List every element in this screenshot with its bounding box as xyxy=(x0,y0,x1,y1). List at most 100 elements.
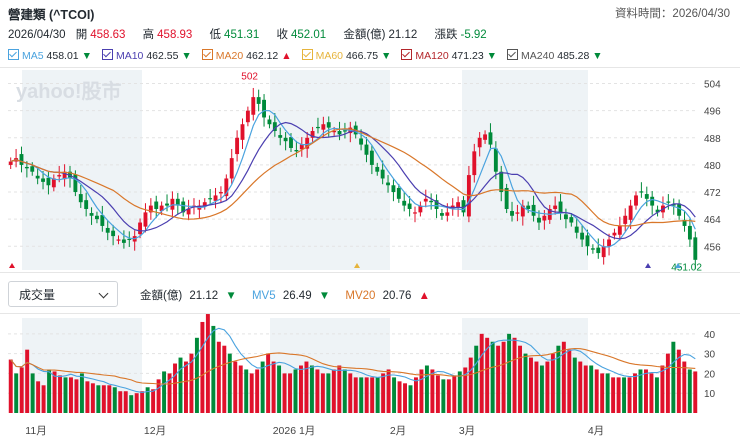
candle-body xyxy=(208,198,213,200)
volume-bar xyxy=(25,349,30,413)
candle-body xyxy=(574,226,579,233)
ma-legend-item[interactable]: MA20 462.12 ▲ xyxy=(201,49,292,62)
candle-body xyxy=(19,154,24,165)
candle-body xyxy=(440,213,444,216)
candle-body xyxy=(84,200,89,209)
volume-bar xyxy=(52,371,57,413)
checkbox-icon[interactable] xyxy=(401,49,413,60)
volume-bar xyxy=(364,377,369,413)
quote-high: 高 458.93 xyxy=(143,29,200,41)
candle-body xyxy=(623,215,628,224)
volume-bar xyxy=(200,321,205,413)
volume-bar xyxy=(337,365,342,413)
volume-bar xyxy=(151,389,156,413)
volume-bar xyxy=(129,395,134,413)
low-label: 低 xyxy=(209,29,222,41)
amount-label: 金額(億) xyxy=(343,29,386,41)
volume-bar xyxy=(529,357,533,413)
volume-bar xyxy=(58,375,62,413)
volume-bar xyxy=(90,383,95,413)
candle-body xyxy=(375,166,380,172)
ma-name: MA20 xyxy=(215,50,247,62)
candle-body xyxy=(326,122,331,128)
volume-bar xyxy=(227,353,232,413)
candle-body xyxy=(650,196,655,206)
checkbox-icon[interactable] xyxy=(8,49,19,60)
volume-bar xyxy=(414,377,418,413)
volume-bar xyxy=(348,373,353,413)
volume-bar xyxy=(463,367,468,413)
divider xyxy=(0,272,740,273)
vol-amount-arrow: ▼ xyxy=(225,290,237,302)
volume-bar xyxy=(47,369,52,413)
event-marker-icon xyxy=(645,263,651,268)
volume-bar xyxy=(118,391,123,413)
month-shade xyxy=(22,70,142,270)
volume-bar xyxy=(693,371,698,413)
candle-body xyxy=(256,97,261,104)
checkbox-icon[interactable] xyxy=(101,49,113,60)
ma-legend-item[interactable]: MA60 466.75 ▼ xyxy=(301,49,391,62)
candle-body xyxy=(342,130,347,132)
checkbox-icon[interactable] xyxy=(201,49,213,60)
y-tick-label: 20 xyxy=(704,369,716,380)
candle-body xyxy=(520,205,525,217)
volume-bar xyxy=(616,377,621,413)
checkbox-icon[interactable] xyxy=(301,49,313,60)
volume-bar xyxy=(178,357,183,413)
volume-bar xyxy=(654,377,659,413)
candle-body xyxy=(51,178,56,188)
ma-legend-item[interactable]: MA10 462.55 ▼ xyxy=(101,49,192,62)
volume-bar xyxy=(19,367,24,413)
candle-body xyxy=(682,219,687,226)
candle-body xyxy=(127,238,132,241)
volume-bar xyxy=(611,377,616,413)
candle-body xyxy=(251,97,256,115)
volume-bar xyxy=(101,385,106,413)
ma-legend-item[interactable]: MA240 485.28 ▼ xyxy=(507,49,603,62)
dropdown-label: 成交量 xyxy=(19,288,56,302)
candle-body xyxy=(95,215,99,220)
volume-bar xyxy=(457,371,462,413)
candle-body xyxy=(73,174,78,193)
candle-body xyxy=(224,178,229,197)
high-annotation: 502 xyxy=(241,72,258,83)
x-tick-label: 2026 1月 xyxy=(273,425,316,437)
volume-bar xyxy=(320,373,325,413)
watermark-logo: yahoo!股市 xyxy=(16,79,122,103)
mv5-arrow: ▼ xyxy=(318,290,331,302)
volume-bar xyxy=(687,369,692,413)
x-tick-label: 3月 xyxy=(459,425,475,437)
volume-bar xyxy=(189,353,194,413)
low-value: 451.31 xyxy=(224,29,260,41)
volume-bar xyxy=(408,385,413,413)
volume-bar xyxy=(512,337,517,413)
volume-bar xyxy=(205,314,210,413)
indicator-dropdown[interactable]: 成交量 xyxy=(8,281,118,307)
ma-value: 466.75 xyxy=(345,50,381,62)
checkbox-icon[interactable] xyxy=(507,49,519,60)
ma-name: MA5 xyxy=(22,50,47,62)
low-annotation: 451.02 xyxy=(671,262,702,273)
ma-legend-item[interactable]: MA5 458.01 ▼ xyxy=(8,49,92,62)
volume-bar xyxy=(359,377,364,413)
volume-bar xyxy=(167,373,172,413)
volume-bar xyxy=(309,365,314,413)
volume-bar xyxy=(622,377,627,413)
candle-body xyxy=(35,175,40,179)
volume-bar xyxy=(326,373,331,413)
volume-bar xyxy=(304,361,309,413)
ma-legend-item[interactable]: MA120 471.23 ▼ xyxy=(401,49,497,62)
candle-body xyxy=(369,150,374,165)
candle-body xyxy=(278,135,283,138)
volume-bar xyxy=(63,377,68,413)
candle-body xyxy=(628,205,633,220)
vol-amount-label: 金額(億) xyxy=(140,290,183,302)
volume-bar xyxy=(539,365,544,413)
volume-bar xyxy=(69,377,73,413)
quote-low: 低 451.31 xyxy=(210,29,267,41)
volume-bar xyxy=(485,337,490,413)
ma-line-ma10 xyxy=(10,121,696,240)
candle-body xyxy=(272,122,277,132)
